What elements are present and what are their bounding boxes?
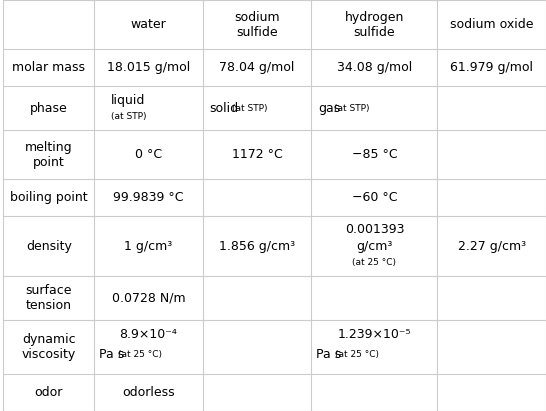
- Text: (at 25 °C): (at 25 °C): [118, 350, 162, 359]
- Text: 18.015 g/mol: 18.015 g/mol: [107, 61, 190, 74]
- Text: 78.04 g/mol: 78.04 g/mol: [219, 61, 295, 74]
- Text: odorless: odorless: [122, 386, 175, 399]
- Text: (at 25 °C): (at 25 °C): [335, 350, 379, 359]
- Text: (at STP): (at STP): [232, 104, 268, 113]
- Text: surface
tension: surface tension: [26, 284, 72, 312]
- Text: dynamic
viscosity: dynamic viscosity: [22, 333, 76, 361]
- Text: 1 g/cm³: 1 g/cm³: [124, 240, 173, 252]
- Text: (at STP): (at STP): [334, 104, 370, 113]
- Text: solid: solid: [209, 102, 239, 115]
- Text: −85 °C: −85 °C: [352, 148, 397, 161]
- Text: (at STP): (at STP): [111, 113, 146, 121]
- Text: 2.27 g/cm³: 2.27 g/cm³: [458, 240, 526, 252]
- Text: 0 °C: 0 °C: [135, 148, 162, 161]
- Text: melting
point: melting point: [25, 141, 73, 169]
- Text: sodium oxide: sodium oxide: [450, 18, 533, 31]
- Text: boiling point: boiling point: [10, 191, 88, 204]
- Text: 99.9839 °C: 99.9839 °C: [114, 191, 184, 204]
- Text: g/cm³: g/cm³: [356, 240, 393, 252]
- Text: Pa s: Pa s: [316, 349, 341, 361]
- Text: 61.979 g/mol: 61.979 g/mol: [450, 61, 533, 74]
- Text: liquid: liquid: [111, 94, 145, 107]
- Text: 8.9×10⁻⁴: 8.9×10⁻⁴: [120, 328, 177, 341]
- Text: 1172 °C: 1172 °C: [232, 148, 282, 161]
- Text: −60 °C: −60 °C: [352, 191, 397, 204]
- Text: phase: phase: [30, 102, 68, 115]
- Text: 1.239×10⁻⁵: 1.239×10⁻⁵: [337, 328, 411, 341]
- Text: (at 25 °C): (at 25 °C): [352, 258, 396, 267]
- Text: density: density: [26, 240, 72, 252]
- Text: sodium
sulfide: sodium sulfide: [234, 11, 280, 39]
- Text: 0.001393: 0.001393: [345, 223, 404, 236]
- Text: hydrogen
sulfide: hydrogen sulfide: [345, 11, 404, 39]
- Text: molar mass: molar mass: [13, 61, 85, 74]
- Text: Pa s: Pa s: [99, 349, 124, 361]
- Text: gas: gas: [318, 102, 340, 115]
- Text: 34.08 g/mol: 34.08 g/mol: [337, 61, 412, 74]
- Text: 0.0728 N/m: 0.0728 N/m: [112, 291, 185, 304]
- Text: odor: odor: [34, 386, 63, 399]
- Text: 1.856 g/cm³: 1.856 g/cm³: [219, 240, 295, 252]
- Text: water: water: [130, 18, 167, 31]
